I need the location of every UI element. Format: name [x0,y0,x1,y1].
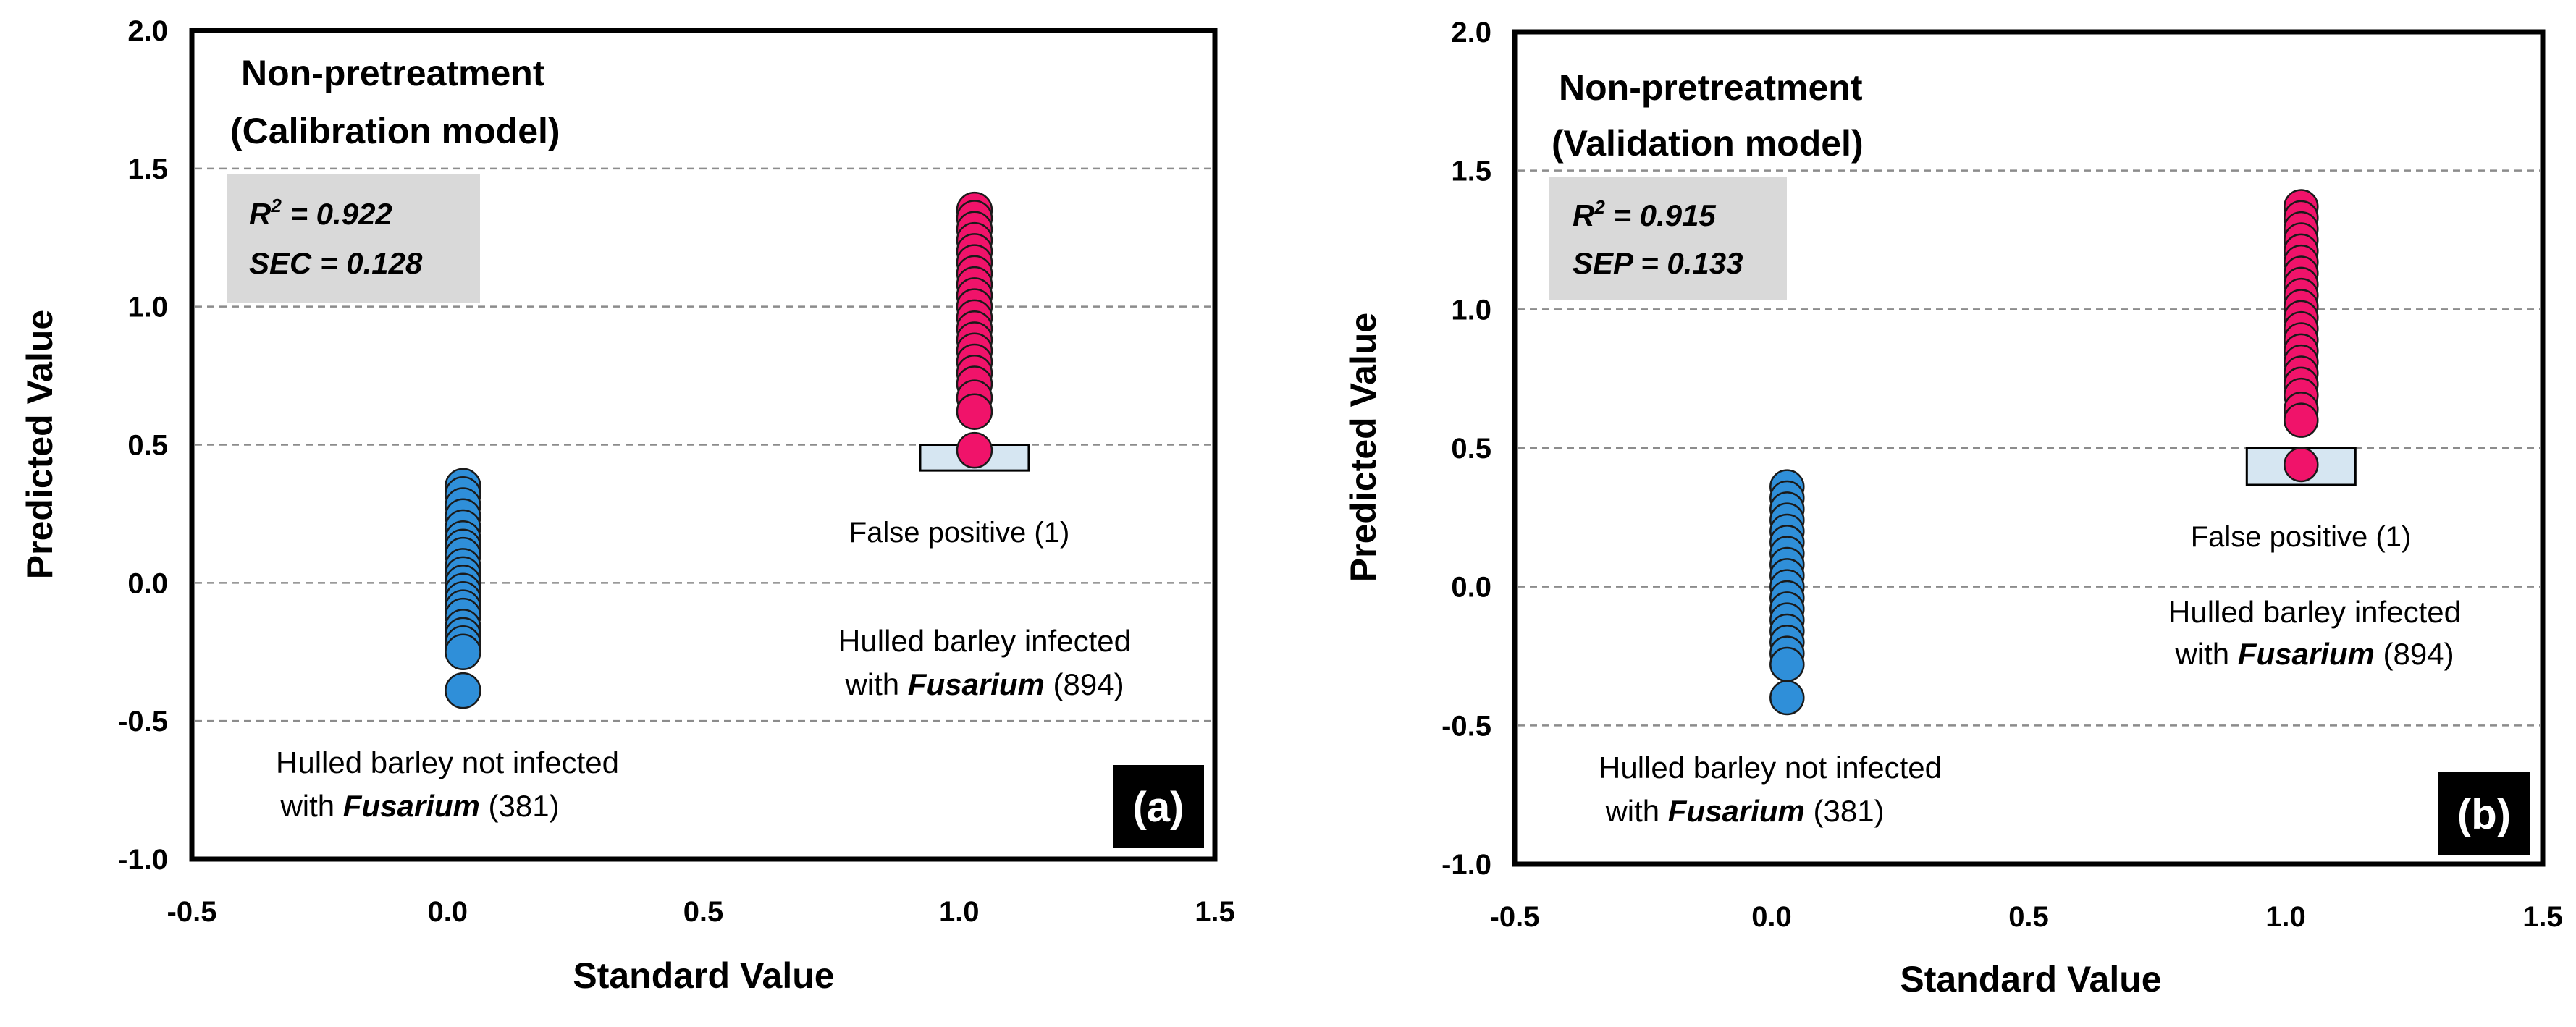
infected-annotation-line1: Hulled barley infected [2168,595,2461,629]
gridlines [1518,169,2540,727]
x-tick-label: 0.5 [2008,901,2049,933]
y-axis-title: Predicted Value [1343,313,1384,582]
y-axis-title: Predicted Value [20,310,60,579]
x-tick-label: 1.5 [1195,896,1235,928]
y-tick-label: 0.0 [127,567,168,599]
false-positive-label: False positive (1) [2191,521,2412,553]
infected-sample-point [2284,447,2319,483]
not-infected-sample-point [1769,646,1805,682]
y-tick-label: 2.0 [1451,17,1491,48]
x-tick-label: 1.0 [939,896,980,928]
panel-label: (b) [2457,791,2511,838]
chart-panel-b: 2.0 1.5 1.0 0.5 0.0 -0.5 -1.0 -0.5 0.0 0.5 1.0 1.5… [1343,17,2563,999]
chart-title-line1: Non-pretreatment [1559,67,1863,108]
chart-title-line1: Non-pretreatment [241,53,545,93]
x-tick-label: -0.5 [1490,901,1540,933]
not-infected-sample-point [1769,680,1805,716]
x-axis-title: Standard Value [573,955,834,996]
infected-sample-point [2284,402,2319,438]
data-points [1769,189,2319,716]
not-infected-annotation-line2: with Fusarium (381) [1604,794,1884,828]
false-positive-label: False positive (1) [849,517,1070,549]
not-infected-annotation-line2: with Fusarium (381) [279,789,559,823]
y-tick-labels: 2.0 1.5 1.0 0.5 0.0 -0.5 -1.0 [118,15,168,876]
x-tick-labels: -0.5 0.0 0.5 1.0 1.5 [1490,901,2563,933]
y-tick-labels: 2.0 1.5 1.0 0.5 0.0 -0.5 -1.0 [1441,17,1491,881]
y-tick-label: 0.5 [1451,433,1491,465]
infected-annotation-line1: Hulled barley infected [838,624,1131,658]
not-infected-annotation-line1: Hulled barley not infected [1599,751,1942,785]
r-squared-label: R2 = 0.915 [1573,196,1716,232]
infected-sample-point [956,393,993,430]
gridlines [195,167,1212,722]
chart-panel-a: 2.0 1.5 1.0 0.5 0.0 -0.5 -1.0 -0.5 0.0 0.5 1.0 1.5… [20,15,1235,996]
sep-label: SEP = 0.133 [1573,246,1743,280]
stats-box [227,174,480,303]
y-tick-label: 1.0 [1451,294,1491,326]
not-infected-sample-point [445,672,481,709]
x-tick-label: 0.0 [1751,901,1792,933]
y-tick-label: 0.5 [127,430,168,462]
y-tick-label: -1.0 [118,844,168,876]
panel-label: (a) [1133,784,1184,831]
infected-annotation-line2: with Fusarium (894) [2174,637,2454,671]
x-tick-label: 1.5 [2522,901,2563,933]
not-infected-sample-point [445,633,481,670]
y-tick-label: 2.0 [127,15,168,47]
sec-label: SEC = 0.128 [249,246,423,280]
x-tick-label: 0.0 [427,896,468,928]
panel-label-box [2438,772,2530,855]
chart-title-line2: (Calibration model) [230,111,560,151]
y-tick-label: -1.0 [1441,849,1491,881]
x-tick-label: 0.5 [683,896,724,928]
x-axis-title: Standard Value [1900,959,2161,999]
infected-annotation-line2: with Fusarium (894) [844,667,1124,701]
r-squared-label: R2 = 0.922 [249,195,392,231]
y-tick-label: 1.0 [127,292,168,324]
stats-box [1549,177,1787,300]
y-tick-label: -0.5 [1441,710,1491,742]
data-points [445,191,993,709]
panel-label-box [1113,765,1204,848]
not-infected-annotation-line1: Hulled barley not infected [276,745,619,779]
x-tick-label: -0.5 [167,896,217,928]
chart-title-line2: (Validation model) [1552,123,1864,164]
y-tick-label: 0.0 [1451,572,1491,604]
y-tick-label: 1.5 [1451,156,1491,187]
x-tick-label: 1.0 [2265,901,2306,933]
infected-sample-point [956,431,993,469]
y-tick-label: -0.5 [118,706,168,738]
x-tick-labels: -0.5 0.0 0.5 1.0 1.5 [167,896,1235,928]
y-tick-label: 1.5 [127,153,168,185]
